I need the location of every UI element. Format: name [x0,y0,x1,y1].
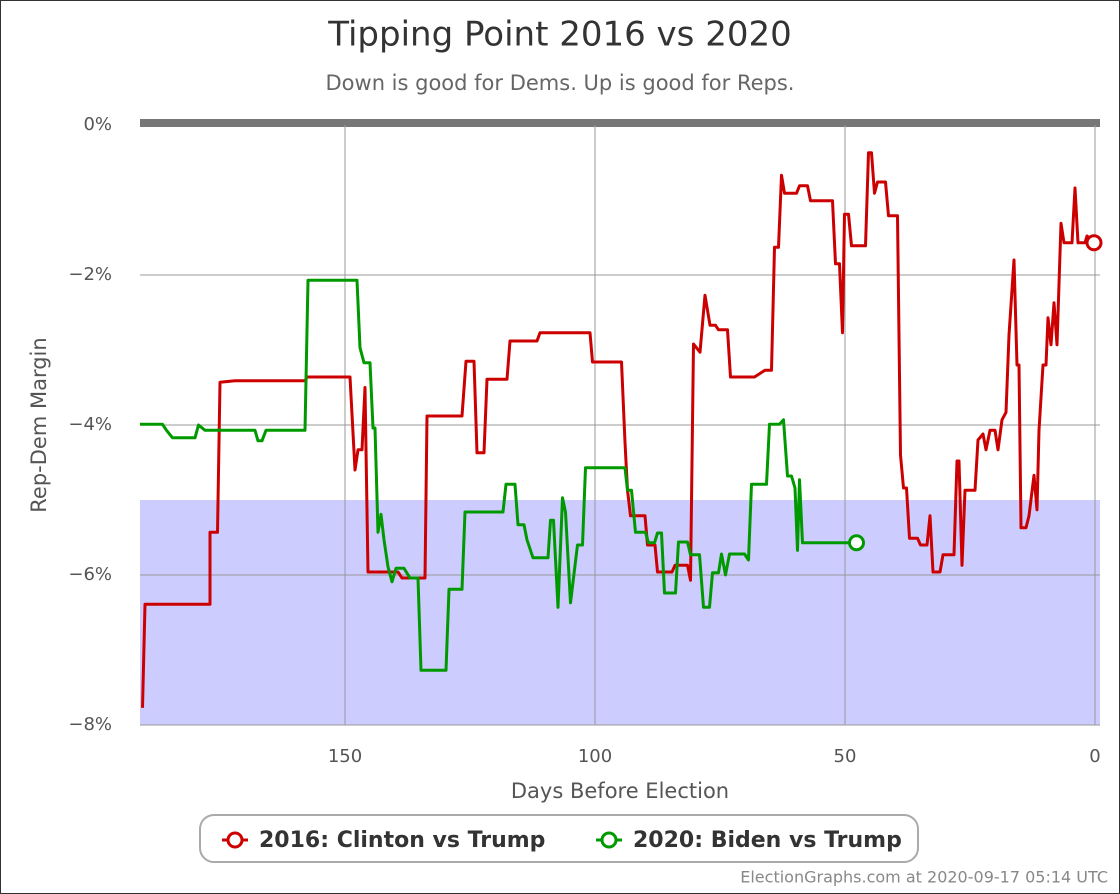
series-line [140,278,857,672]
legend-label: 2020: Biden vs Trump [633,828,902,853]
shaded-range [140,500,1100,725]
y-tick-label: −2% [68,264,112,285]
x-tick-label: 150 [328,746,362,767]
footer: ElectionGraphs.com at 2020-09-17 05:14 U… [740,868,1108,887]
series-line [141,151,1096,708]
end-marker [1085,234,1103,252]
y-tick-label: −4% [68,414,112,435]
y-tick-label: 0% [83,114,112,135]
x-axis-label: Days Before Election [511,779,729,803]
legend-marker [600,831,618,849]
x-tick-label: 50 [834,746,857,767]
y-tick-label: −8% [68,714,112,735]
y-tick-label: −6% [68,564,112,585]
chart-subtitle: Down is good for Dems. Up is good for Re… [326,71,795,95]
legend-box [199,814,919,863]
legend-marker [226,831,244,849]
x-tick-label: 0 [1089,746,1100,767]
chart-title: Tipping Point 2016 vs 2020 [327,15,791,55]
legend-label: 2016: Clinton vs Trump [259,828,545,853]
x-tick-label: 100 [578,746,612,767]
y-axis-label: Rep-Dem Margin [27,337,51,512]
end-marker [848,534,865,552]
